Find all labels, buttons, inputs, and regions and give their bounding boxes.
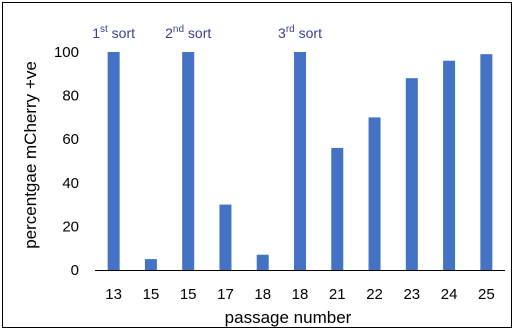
y-tick-label: 0 xyxy=(71,262,79,279)
sort-annotation: 3rd sort xyxy=(278,24,322,41)
sort-annotations: 1st sort 2nd sort 3rd sort xyxy=(92,24,322,41)
bar xyxy=(480,54,493,271)
bar xyxy=(219,204,232,270)
chart-frame: 0 20 40 60 80 100 13 15 15 17 18 18 21 22 23 24 25 1st … xyxy=(2,2,512,328)
bar xyxy=(443,60,456,270)
x-tick-label: 15 xyxy=(143,286,160,303)
bar xyxy=(256,254,269,270)
y-tick-label: 20 xyxy=(62,218,79,235)
x-tick-label: 24 xyxy=(441,286,458,303)
bar xyxy=(294,52,306,270)
x-tick-label: 15 xyxy=(180,286,197,303)
x-tick-label: 18 xyxy=(292,286,309,303)
bar-chart: 0 20 40 60 80 100 13 15 15 17 18 18 21 22 23 24 25 1st … xyxy=(21,24,505,327)
bar xyxy=(368,117,381,271)
x-tick-label: 17 xyxy=(217,286,234,303)
x-tick-label: 18 xyxy=(254,286,271,303)
bars xyxy=(107,52,493,271)
bar xyxy=(331,147,344,270)
bar xyxy=(405,78,418,270)
y-tick-label: 40 xyxy=(62,175,79,192)
x-tick-label: 22 xyxy=(366,286,383,303)
bar xyxy=(182,52,195,270)
y-axis-ticks: 0 20 40 60 80 100 xyxy=(54,44,79,279)
y-axis-title: percentgae mCherry +ve xyxy=(21,61,40,249)
x-axis-title: passage number xyxy=(225,308,352,327)
x-tick-label: 23 xyxy=(403,286,420,303)
x-tick-label: 25 xyxy=(478,286,495,303)
y-tick-label: 80 xyxy=(62,88,79,105)
x-tick-label: 13 xyxy=(105,286,122,303)
x-tick-label: 21 xyxy=(329,286,346,303)
sort-annotation: 1st sort xyxy=(92,24,135,41)
sort-annotation: 2nd sort xyxy=(165,24,211,41)
bar xyxy=(107,52,120,270)
x-axis-ticks: 13 15 15 17 18 18 21 22 23 24 25 xyxy=(105,286,494,303)
y-tick-label: 100 xyxy=(54,44,79,61)
y-tick-label: 60 xyxy=(62,131,79,148)
bar xyxy=(144,259,157,270)
